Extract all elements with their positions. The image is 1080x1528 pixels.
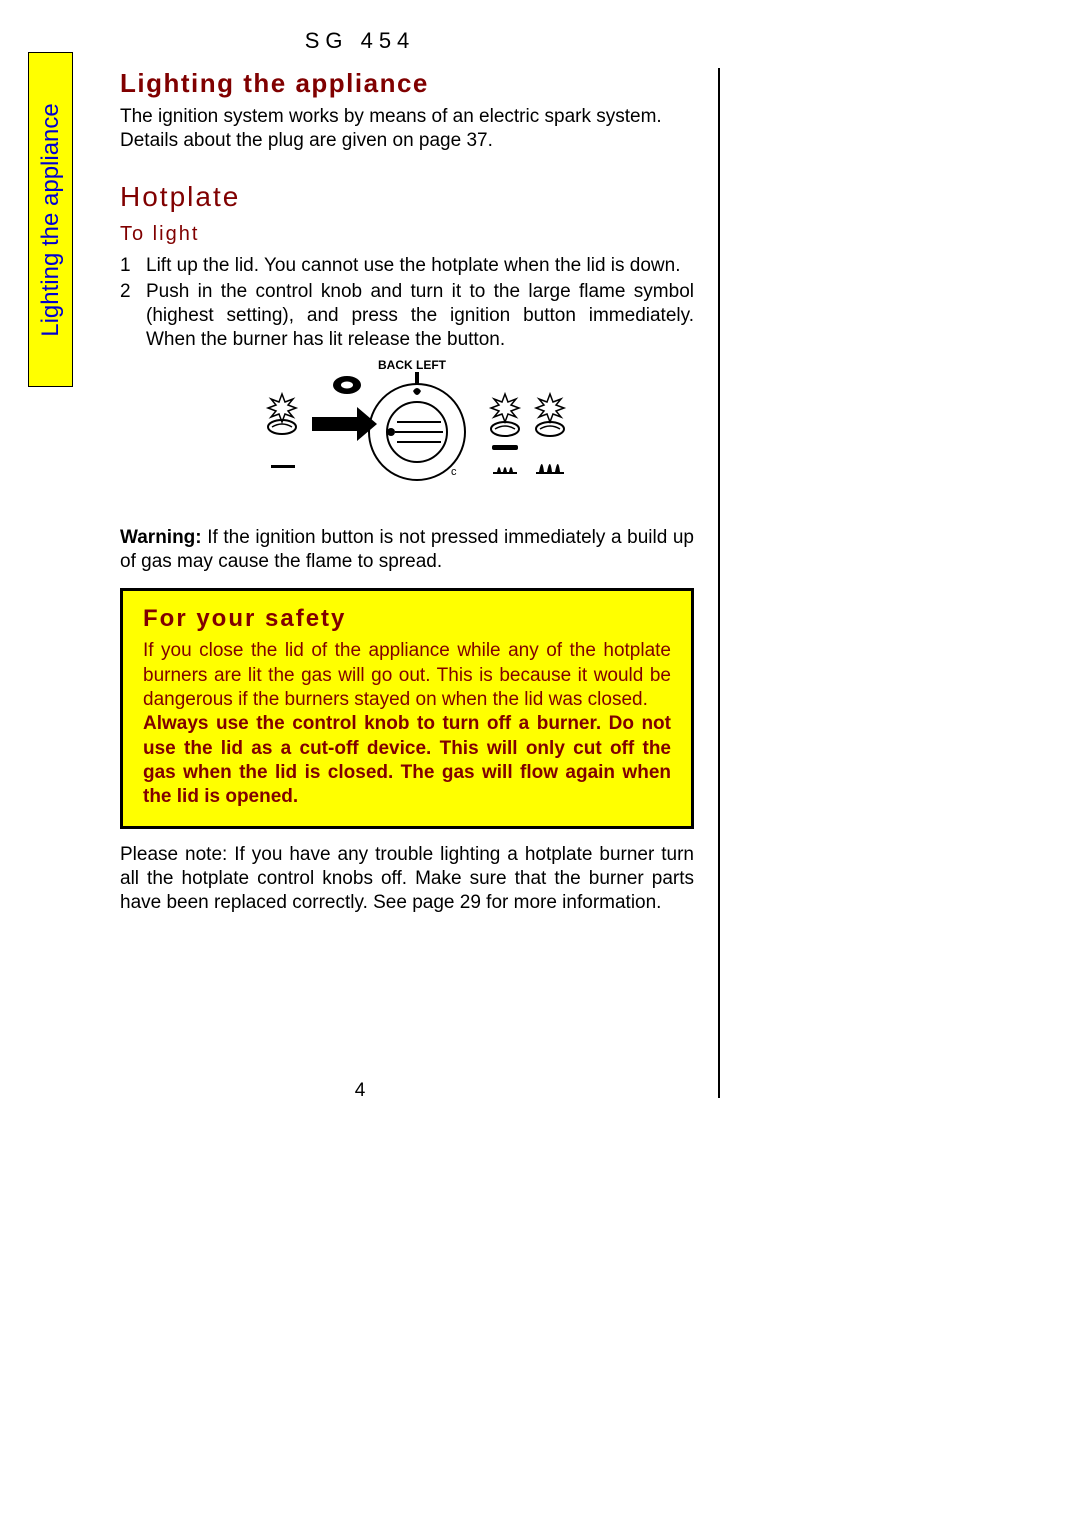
main-column: Lighting the appliance The ignition syst…	[120, 68, 720, 1098]
heading-hotplate: Hotplate	[120, 181, 694, 213]
heading-lighting: Lighting the appliance	[120, 68, 694, 99]
page-number: 4	[0, 1080, 720, 1102]
safety-paragraph-2: Always use the control knob to turn off …	[143, 712, 671, 809]
step-number: 2	[120, 280, 146, 353]
arrow-icon	[312, 407, 377, 441]
step-text: Lift up the lid. You cannot use the hotp…	[146, 254, 694, 278]
model-number: SG 454	[0, 28, 720, 54]
step-text: Push in the control knob and turn it to …	[146, 280, 694, 353]
warning-body: If the ignition button is not pressed im…	[120, 527, 694, 572]
step-item: 2 Push in the control knob and turn it t…	[120, 280, 694, 353]
warning-text: Warning: If the ignition button is not p…	[120, 526, 694, 575]
off-marker-icon	[271, 465, 295, 468]
spark-icon-right-1	[491, 394, 519, 422]
intro-text: The ignition system works by means of an…	[120, 105, 694, 153]
flame-large-icon	[536, 464, 564, 473]
steps-list: 1 Lift up the lid. You cannot use the ho…	[120, 254, 694, 353]
side-tab: Lighting the appliance	[28, 52, 73, 387]
flame-small-icon	[493, 467, 517, 473]
svg-text:c: c	[451, 466, 457, 478]
note-text: Please note: If you have any trouble lig…	[120, 843, 694, 916]
pan-support-icon	[492, 445, 518, 450]
spark-icon-right-2	[536, 394, 564, 422]
diagram-label-backleft: BACK LEFT	[378, 358, 447, 372]
heading-to-light: To light	[120, 223, 694, 246]
step-number: 1	[120, 254, 146, 278]
warning-label: Warning:	[120, 527, 202, 548]
safety-heading: For your safety	[143, 605, 671, 633]
safety-box: For your safety If you close the lid of …	[120, 588, 694, 828]
step-item: 1 Lift up the lid. You cannot use the ho…	[120, 254, 694, 278]
spark-icon-left	[268, 394, 296, 422]
side-tab-label: Lighting the appliance	[37, 103, 65, 337]
safety-paragraph-1: If you close the lid of the appliance wh…	[143, 639, 671, 712]
control-knob-diagram: BACK LEFT	[120, 357, 694, 512]
